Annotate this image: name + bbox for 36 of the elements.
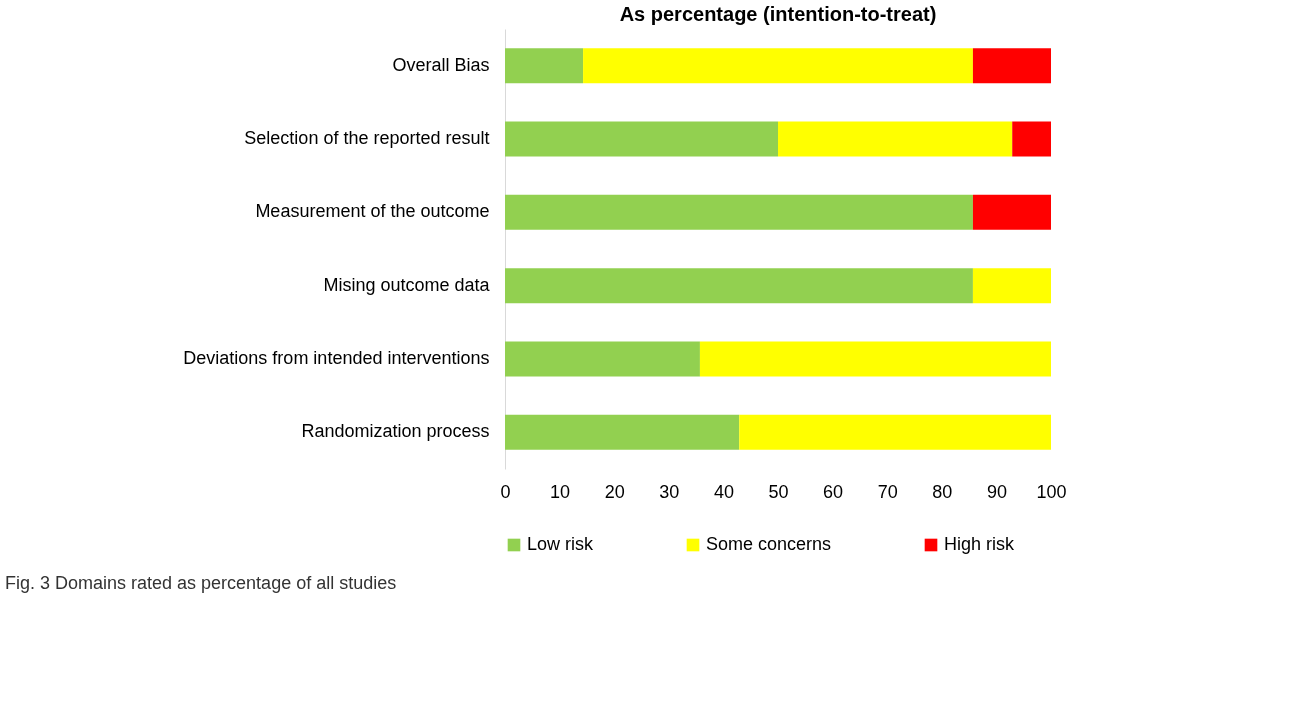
- x-tick-label: 20: [604, 481, 625, 502]
- bar: [1012, 121, 1051, 157]
- x-tick-label: 50: [768, 481, 789, 502]
- bar: [505, 414, 740, 450]
- bar: [583, 48, 973, 84]
- legend-label: Some concerns: [706, 534, 832, 554]
- y-tick-label: Selection of the reported result: [244, 128, 490, 148]
- bar: [972, 194, 1051, 230]
- y-tick-label: Measurement of the outcome: [255, 201, 490, 222]
- bar: [505, 121, 778, 157]
- bar: [505, 268, 973, 304]
- bar: [505, 341, 700, 377]
- bar: [505, 48, 584, 84]
- legend-label: High risk: [944, 534, 1016, 554]
- x-tick-label: 30: [659, 481, 680, 502]
- x-tick-label: 60: [823, 481, 844, 502]
- bar: [972, 48, 1051, 84]
- bar: [699, 341, 1051, 377]
- x-tick-label: 90: [986, 481, 1007, 502]
- legend-label: Low risk: [527, 534, 595, 554]
- bar: [972, 268, 1051, 304]
- chart-title: As percentage (intention-to-treat): [619, 3, 937, 25]
- bar: [778, 121, 1013, 157]
- x-tick-label: 100: [1036, 481, 1067, 502]
- y-tick-label: Deviations from intended interventions: [183, 348, 490, 368]
- x-tick-label: 70: [877, 481, 898, 502]
- x-tick-label: 80: [932, 481, 953, 502]
- x-tick-label: 10: [550, 481, 571, 502]
- x-tick-label: 0: [500, 481, 511, 502]
- caption: Fig. 3 Domains rated as percentage of all studies: [5, 573, 397, 593]
- y-tick-label: Overall Bias: [392, 54, 490, 75]
- y-tick-label: Mising outcome data: [323, 274, 491, 295]
- bar: [505, 194, 973, 230]
- x-tick-label: 40: [713, 481, 734, 502]
- y-tick-label: Randomization process: [301, 421, 490, 442]
- bar: [739, 414, 1051, 450]
